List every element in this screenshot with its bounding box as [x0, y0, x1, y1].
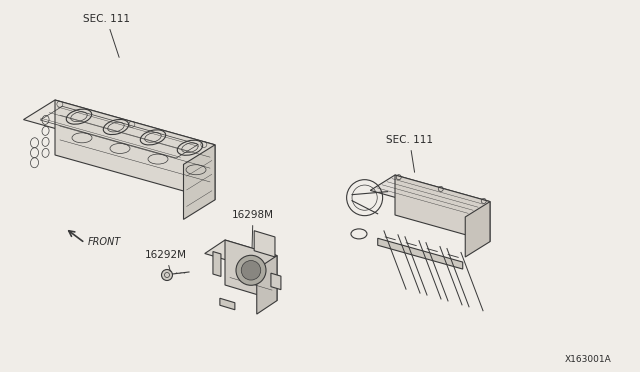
Circle shape [241, 260, 260, 280]
Text: SEC. 111: SEC. 111 [386, 135, 433, 172]
Polygon shape [395, 175, 490, 241]
Circle shape [161, 269, 173, 280]
Text: SEC. 111: SEC. 111 [83, 14, 130, 57]
Polygon shape [213, 251, 221, 276]
Polygon shape [257, 256, 277, 314]
Text: X163001A: X163001A [565, 355, 612, 364]
Polygon shape [271, 273, 281, 290]
Text: 16298M: 16298M [232, 210, 274, 247]
Polygon shape [371, 175, 490, 217]
Text: 16292M: 16292M [145, 250, 187, 271]
Polygon shape [254, 231, 275, 257]
Polygon shape [465, 202, 490, 257]
Polygon shape [220, 298, 235, 310]
Polygon shape [225, 240, 277, 301]
Polygon shape [24, 100, 215, 164]
Polygon shape [205, 240, 277, 269]
Polygon shape [55, 100, 215, 200]
Polygon shape [184, 145, 215, 219]
Circle shape [236, 255, 266, 285]
Text: FRONT: FRONT [88, 237, 121, 247]
Polygon shape [378, 238, 463, 269]
